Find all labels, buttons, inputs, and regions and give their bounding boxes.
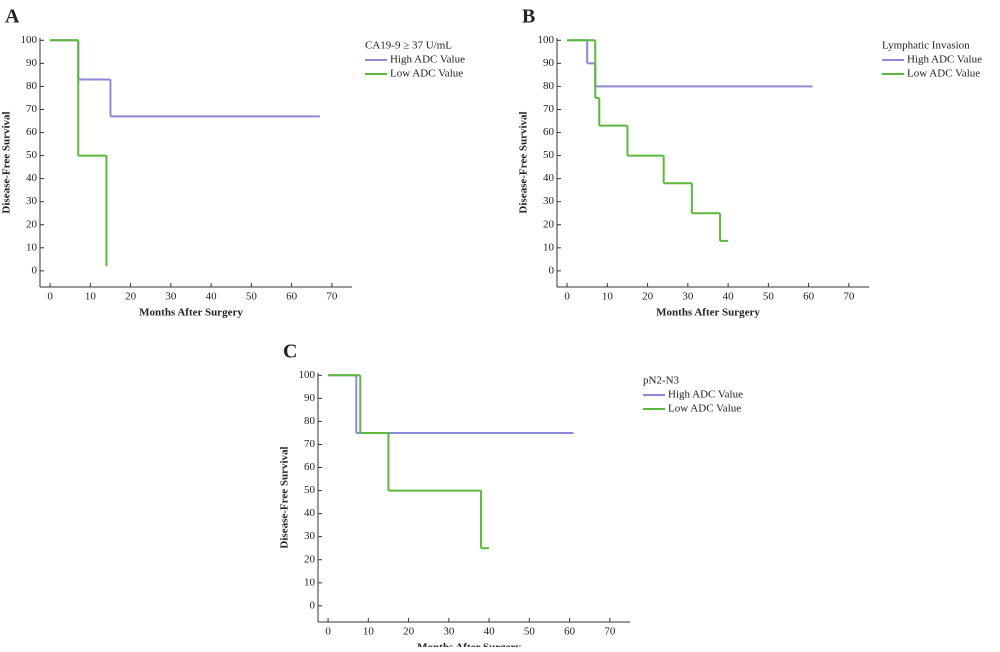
x-tick-label: 40 [484, 626, 496, 638]
y-tick-label: 10 [304, 576, 316, 588]
x-axis-label: Months After Surgery [139, 307, 243, 319]
y-tick-label: 40 [304, 507, 316, 519]
y-tick-label: 40 [543, 172, 555, 184]
x-tick-label: 10 [85, 291, 97, 303]
y-tick-label: 60 [543, 126, 555, 138]
x-tick-label: 70 [843, 291, 855, 303]
x-tick-label: 40 [723, 291, 735, 303]
x-tick-label: 10 [363, 626, 375, 638]
x-tick-label: 20 [403, 626, 415, 638]
legend-label: High ADC Value [907, 54, 982, 66]
y-tick-label: 90 [26, 57, 38, 69]
legend-title: Lymphatic Invasion [882, 40, 970, 52]
x-tick-label: 50 [524, 626, 536, 638]
y-tick-label: 0 [32, 264, 38, 276]
y-tick-label: 30 [26, 195, 38, 207]
y-tick-label: 100 [299, 369, 316, 381]
y-tick-label: 50 [304, 484, 316, 496]
y-tick-label: 70 [304, 438, 316, 450]
y-tick-label: 10 [26, 241, 38, 253]
x-tick-label: 60 [286, 291, 298, 303]
y-tick-label: 90 [304, 392, 316, 404]
x-tick-label: 20 [642, 291, 654, 303]
y-tick-label: 30 [543, 195, 555, 207]
x-tick-label: 0 [564, 291, 570, 303]
x-axis-label: Months After Surgery [417, 642, 521, 647]
legend-label: High ADC Value [390, 54, 465, 66]
panel-label: C [283, 341, 297, 363]
x-tick-label: 30 [165, 291, 177, 303]
x-tick-label: 50 [246, 291, 258, 303]
y-tick-label: 50 [543, 149, 555, 161]
y-tick-label: 0 [549, 264, 555, 276]
y-tick-label: 60 [304, 461, 316, 473]
y-tick-label: 60 [26, 126, 38, 138]
legend-title: pN2-N3 [643, 375, 680, 387]
y-tick-label: 100 [21, 34, 38, 46]
y-tick-label: 30 [304, 530, 316, 542]
y-tick-label: 50 [26, 149, 38, 161]
panel-label: B [522, 6, 535, 28]
x-tick-label: 70 [326, 291, 338, 303]
x-tick-label: 30 [682, 291, 694, 303]
y-axis-label: Disease-Free Survival [518, 111, 530, 213]
y-tick-label: 20 [26, 218, 38, 230]
x-tick-label: 70 [604, 626, 616, 638]
x-tick-label: 30 [443, 626, 455, 638]
x-tick-label: 20 [125, 291, 137, 303]
y-tick-label: 20 [543, 218, 555, 230]
legend-label: Low ADC Value [907, 68, 980, 80]
y-axis-label: Disease-Free Survival [279, 446, 291, 548]
y-axis-label: Disease-Free Survival [1, 111, 13, 213]
y-tick-label: 0 [310, 599, 316, 611]
y-tick-label: 10 [543, 241, 555, 253]
x-tick-label: 60 [564, 626, 576, 638]
x-axis-label: Months After Surgery [656, 307, 760, 319]
y-tick-label: 40 [26, 172, 38, 184]
panel-label: A [5, 6, 20, 28]
y-tick-label: 70 [26, 103, 38, 115]
y-tick-label: 90 [543, 57, 555, 69]
y-tick-label: 80 [26, 80, 38, 92]
legend-label: Low ADC Value [668, 403, 741, 415]
x-tick-label: 0 [325, 626, 331, 638]
y-tick-label: 80 [543, 80, 555, 92]
y-tick-label: 70 [543, 103, 555, 115]
x-tick-label: 0 [47, 291, 53, 303]
y-tick-label: 80 [304, 415, 316, 427]
x-tick-label: 60 [803, 291, 815, 303]
x-tick-label: 10 [602, 291, 614, 303]
x-tick-label: 40 [206, 291, 218, 303]
y-tick-label: 20 [304, 553, 316, 565]
x-tick-label: 50 [763, 291, 775, 303]
legend-label: Low ADC Value [390, 68, 463, 80]
legend-title: CA19-9 ≥ 37 U/mL [365, 40, 452, 52]
y-tick-label: 100 [538, 34, 555, 46]
legend-label: High ADC Value [668, 389, 743, 401]
